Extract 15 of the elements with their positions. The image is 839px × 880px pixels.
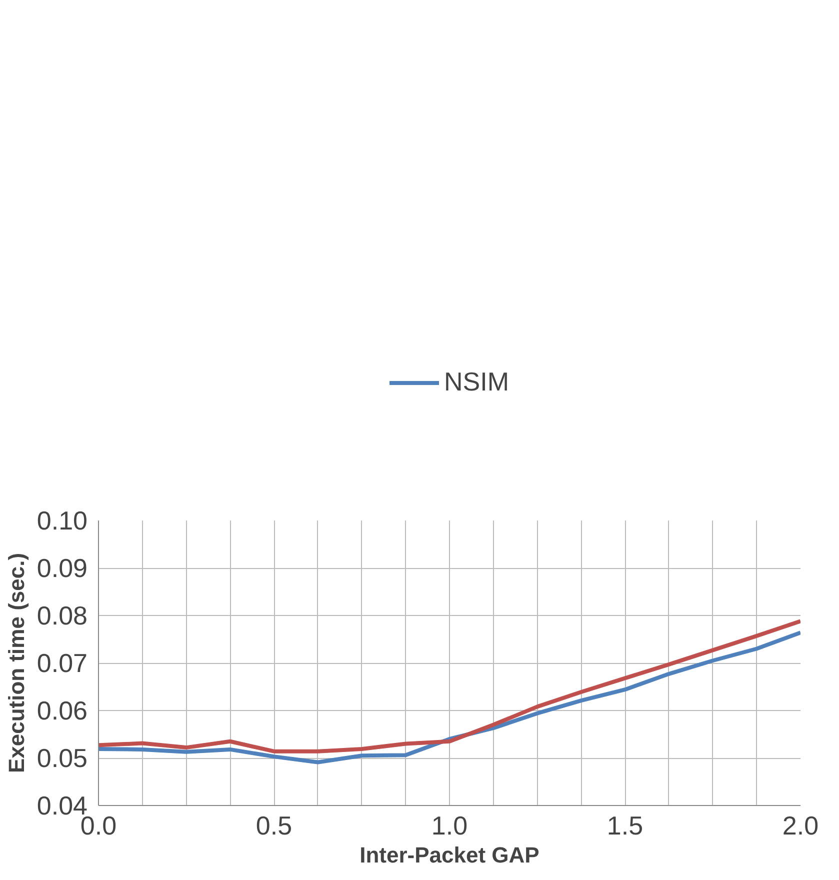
y-axis-title: Execution time (sec.) xyxy=(4,552,29,774)
x-tick-label: 2.0 xyxy=(782,810,819,840)
x-tick-label: 1.0 xyxy=(431,810,468,840)
legend-label: NSIM xyxy=(444,366,509,398)
line-series xyxy=(98,630,800,764)
y-tick-label: 0.05 xyxy=(36,743,88,773)
y-tick-label: 0.09 xyxy=(36,553,88,583)
line-series xyxy=(98,619,800,754)
x-axis-title: Inter-Packet GAP xyxy=(360,842,540,868)
x-tick-label: 0.5 xyxy=(256,810,292,840)
y-tick-label: 0.07 xyxy=(36,648,88,678)
x-tick-label: 1.5 xyxy=(606,810,644,840)
y-tick-label: 0.10 xyxy=(36,506,88,536)
y-tick-label: 0.08 xyxy=(36,600,88,630)
y-tick-label: 0.06 xyxy=(36,696,88,726)
